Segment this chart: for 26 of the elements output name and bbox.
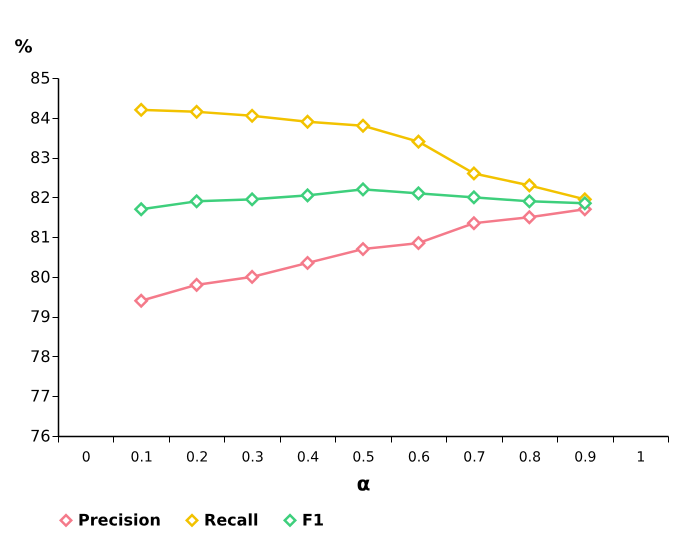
y-tick-label: 82 [30,188,50,207]
x-tick-label: 0 [82,450,91,466]
x-tick-label: 0.5 [352,450,375,466]
x-axis-title: α [356,472,370,496]
y-tick-label: 83 [30,148,50,168]
x-tick-label: 0.7 [463,450,486,466]
y-axis-title: % [14,36,33,58]
x-tick-label: 0.9 [574,450,596,466]
y-tick-label: 79 [30,307,50,326]
legend-label: Recall [204,510,258,530]
y-tick-label: 85 [30,68,50,88]
x-tick-label: 0.8 [518,450,541,466]
x-tick-label: 0.1 [130,450,153,466]
x-tick-label: 0.3 [241,450,264,466]
legend-label: F1 [302,510,324,530]
y-tick-label: 77 [30,386,50,406]
y-tick-label: 84 [30,108,50,128]
x-tick-label: 1 [636,450,646,466]
y-tick-label: 78 [30,346,50,366]
legend-label: Precision [78,510,161,530]
y-tick-label: 80 [30,267,50,286]
y-tick-label: 81 [30,228,50,247]
x-tick-label: 0.4 [296,450,320,466]
x-tick-label: 0.6 [408,450,430,466]
x-tick-label: 0.2 [186,450,208,466]
y-tick-label: 76 [30,426,50,446]
